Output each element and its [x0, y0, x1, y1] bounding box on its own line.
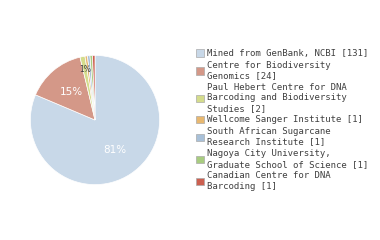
Wedge shape [35, 57, 95, 120]
Text: 15%: 15% [60, 87, 83, 97]
Wedge shape [80, 56, 95, 120]
Wedge shape [92, 55, 95, 120]
Text: 1%: 1% [79, 65, 91, 74]
Text: 81%: 81% [104, 145, 127, 156]
Legend: Mined from GenBank, NCBI [131], Centre for Biodiversity
Genomics [24], Paul Hebe: Mined from GenBank, NCBI [131], Centre f… [194, 47, 370, 193]
Wedge shape [87, 56, 95, 120]
Wedge shape [85, 56, 95, 120]
Wedge shape [90, 55, 95, 120]
Wedge shape [30, 55, 160, 185]
